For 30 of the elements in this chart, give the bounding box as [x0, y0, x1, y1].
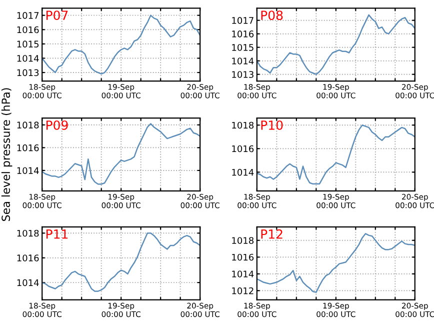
y-tick-label: 1017 — [17, 12, 39, 19]
y-tick-label: 1015 — [17, 40, 39, 48]
chart-title: P08 — [261, 10, 283, 20]
y-tick-label: 1016 — [232, 145, 254, 152]
chart-title: P11 — [46, 230, 68, 239]
y-tick-label: 1016 — [232, 254, 254, 261]
y-tick-label: 1016 — [17, 26, 39, 34]
y-tick-label: 1014 — [17, 167, 39, 174]
y-tick-label: 1014 — [17, 54, 39, 62]
chart-title: P10 — [261, 120, 283, 130]
y-axis-title: Sea level pressure (hPa) — [1, 88, 12, 221]
y-tick-label: 1014 — [17, 279, 39, 286]
chart-title: P12 — [261, 229, 282, 239]
y-tick-label: 1014 — [232, 168, 254, 176]
y-tick-label: 1016 — [17, 254, 39, 262]
y-tick-label: 1018 — [17, 230, 39, 237]
y-tick-label: 1013 — [232, 71, 254, 78]
chart-title: P09 — [46, 120, 68, 130]
y-tick-label: 1013 — [17, 69, 39, 76]
y-tick-label: 1017 — [232, 17, 254, 24]
y-tick-label: 1015 — [232, 44, 254, 51]
y-tick-label: 1014 — [232, 270, 254, 278]
y-tick-label: 1018 — [232, 122, 254, 129]
y-tick-label: 1016 — [17, 144, 39, 152]
y-tick-label: 1016 — [232, 30, 254, 38]
y-tick-label: 1012 — [232, 287, 254, 294]
y-tick-label: 1018 — [17, 122, 39, 128]
y-tick-label: 1014 — [232, 58, 254, 64]
chart-title: P07 — [46, 10, 68, 20]
y-tick-label: 1018 — [232, 237, 254, 244]
